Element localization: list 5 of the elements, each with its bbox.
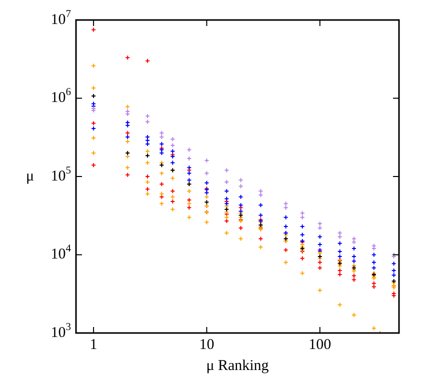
x-tick-label: 10 (199, 336, 214, 353)
x-tick-label: 100 (308, 336, 332, 353)
x-tick-label: 1 (90, 336, 98, 353)
y-axis-title: μ (26, 168, 34, 184)
x-axis-title: μ Ranking (206, 358, 270, 374)
